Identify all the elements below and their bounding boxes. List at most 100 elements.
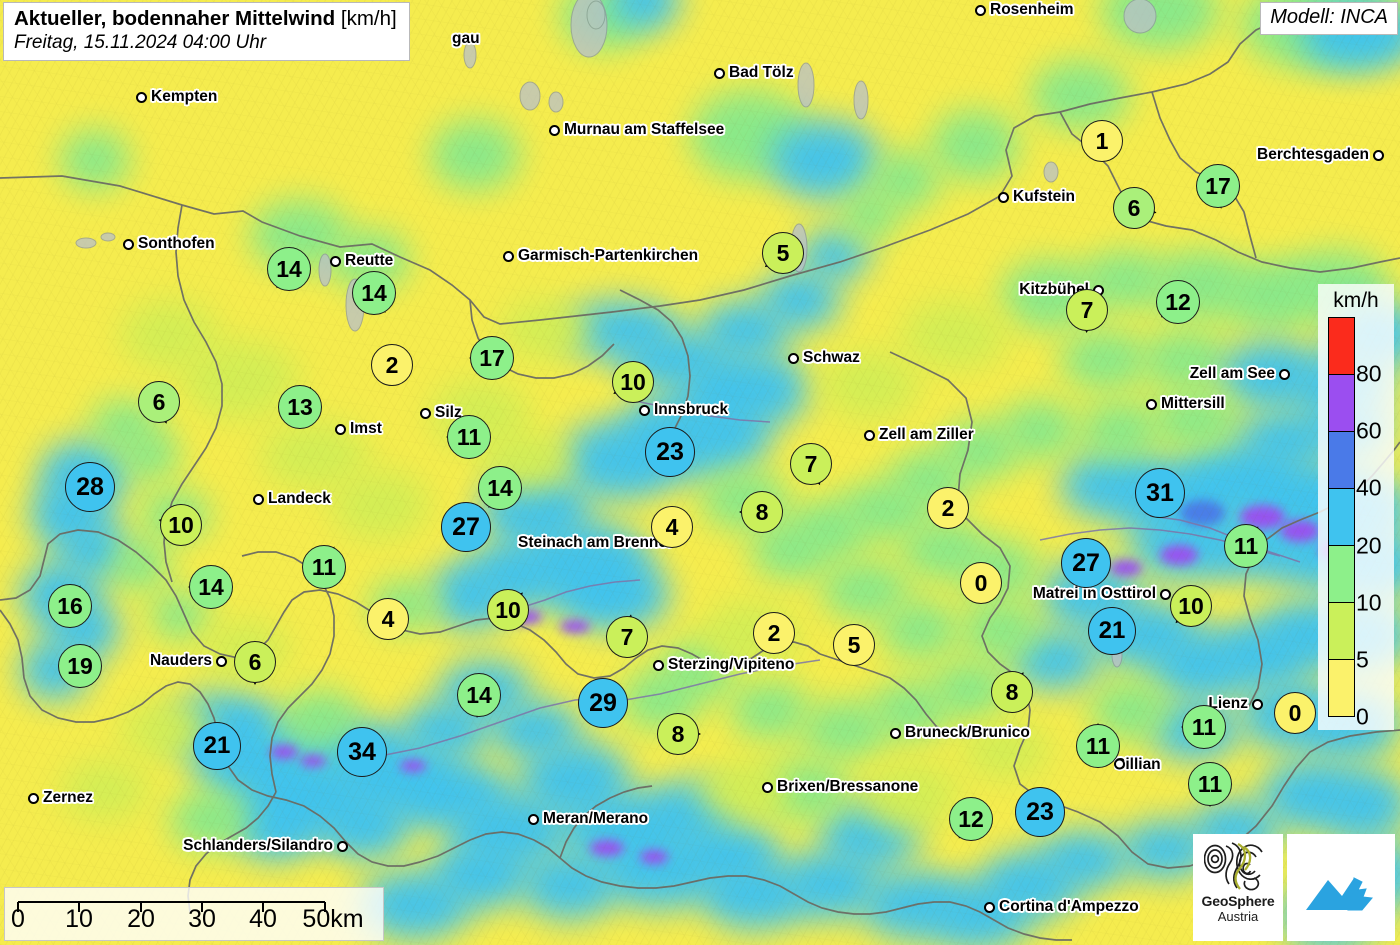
city-name: Sterzing/Vipiteno [668, 656, 795, 673]
city-label: Landeck [253, 490, 331, 508]
city-label: Sterzing/Vipiteno [653, 656, 794, 674]
wind-speed-value: 4 [651, 506, 693, 548]
wind-speed-value: 10 [1170, 585, 1212, 627]
city-label: Zell am Ziller [864, 426, 974, 444]
wind-speed-value: 27 [1061, 538, 1111, 588]
wind-speed-value: 1 [1081, 120, 1123, 162]
wind-speed-value: 0 [960, 562, 1002, 604]
wind-speed-value: 0 [1274, 692, 1316, 734]
wind-speed-value: 2 [753, 612, 795, 654]
legend-tick: 60 [1356, 417, 1382, 444]
wind-speed-value: 6 [234, 641, 276, 683]
city-name: Kitzbühel [1019, 281, 1089, 298]
wind-speed-value: 23 [645, 427, 695, 477]
city-label: Nauders [150, 652, 227, 670]
city-marker-dot [253, 493, 264, 505]
city-name: Berchtesgaden [1257, 146, 1369, 163]
city-marker-dot [1146, 398, 1157, 410]
wind-speed-value: 21 [1088, 607, 1136, 655]
city-marker-dot [216, 655, 227, 667]
city-name: Murnau am Staffelsee [564, 121, 725, 138]
city-marker-dot [337, 840, 348, 852]
city-marker-dot [890, 727, 901, 739]
wind-speed-value: 13 [278, 385, 322, 429]
geosphere-wordmark-line1: GeoSphere [1201, 893, 1275, 909]
city-name: Kufstein [1013, 188, 1075, 205]
scale-tick-label: 40 [249, 905, 277, 933]
wind-speed-value: 6 [1113, 187, 1155, 229]
city-marker-dot [28, 792, 39, 804]
wind-speed-value: 14 [189, 565, 233, 609]
legend-band [1329, 432, 1354, 489]
wind-speed-value: 5 [762, 232, 804, 274]
city-label: Kempten [136, 88, 217, 106]
wind-speed-value: 8 [657, 713, 699, 755]
wind-speed-value: 11 [1076, 724, 1120, 768]
city-label: Rosenheim [975, 1, 1074, 19]
city-label: Meran/Merano [528, 810, 648, 828]
city-name: Steinach am Brenner [518, 534, 674, 551]
map-title: Aktueller, bodennaher Mittelwind [km/h] [14, 7, 397, 31]
city-label: Schlanders/Silandro [183, 837, 348, 855]
city-marker-dot [653, 659, 664, 671]
city-marker-dot [330, 255, 341, 267]
scale-tick-label: 10 [65, 905, 93, 933]
scale-tick-label: 20 [127, 905, 155, 933]
wind-speed-value: 7 [790, 443, 832, 485]
wind-speed-value: 17 [1196, 164, 1240, 208]
city-marker-dot [335, 423, 346, 435]
city-label: Zell am See [1190, 365, 1290, 383]
city-name: Zell am Ziller [879, 426, 974, 443]
wind-speed-value: 12 [949, 797, 993, 841]
scale-tick-label: 50km [302, 905, 364, 933]
city-marker-dot [528, 813, 539, 825]
map-subtitle-timestamp: Freitag, 15.11.2024 04:00 Uhr [14, 32, 267, 53]
wind-speed-value: 10 [487, 589, 529, 631]
city-name: Bad Tölz [729, 64, 794, 81]
legend-tick-labels: 80 60 40 20 10 5 0 [1356, 317, 1396, 730]
city-marker-dot [136, 91, 147, 103]
wind-speed-value: 7 [1066, 289, 1108, 331]
wind-speed-value: 12 [1156, 280, 1200, 324]
city-marker-dot [1252, 698, 1263, 710]
color-legend: km/h 80 60 40 20 10 5 0 [1318, 284, 1394, 730]
wind-speed-value: 10 [612, 361, 654, 403]
wind-speed-value: 11 [1188, 762, 1232, 806]
geosphere-contour-mark [1204, 842, 1263, 891]
legend-band [1329, 546, 1354, 603]
wind-speed-value: 31 [1135, 468, 1185, 518]
wind-speed-value: 4 [367, 598, 409, 640]
city-label: Innsbruck [639, 401, 728, 419]
city-marker-dot [1373, 149, 1384, 161]
city-marker-dot [1114, 758, 1125, 770]
city-marker-dot [984, 901, 995, 913]
wind-speed-value: 2 [927, 487, 969, 529]
wind-speed-value: 2 [371, 344, 413, 386]
wind-speed-value: 14 [352, 271, 396, 315]
city-label: Kufstein [998, 188, 1075, 206]
map-title-text: Aktueller, bodennaher Mittelwind [14, 7, 336, 30]
city-name: Garmisch-Partenkirchen [518, 247, 699, 264]
legend-band [1329, 318, 1354, 375]
city-label: Matrei in Osttirol [1033, 585, 1171, 603]
model-label: Modell: INCA [1260, 2, 1398, 35]
city-marker-dot [762, 781, 773, 793]
city-label: Schwaz [788, 349, 860, 367]
wind-speed-value: 11 [302, 545, 346, 589]
city-name: Mittersill [1161, 395, 1225, 412]
city-label: Garmisch-Partenkirchen [503, 247, 698, 265]
city-marker-dot [864, 429, 875, 441]
city-name: Schwaz [803, 349, 860, 366]
city-label: Cortina d'Ampezzo [984, 898, 1139, 916]
wind-speed-value: 8 [741, 491, 783, 533]
city-label: Berchtesgaden [1257, 146, 1384, 164]
legend-tick: 20 [1356, 532, 1382, 559]
city-marker-dot [975, 4, 986, 16]
city-label: Bad Tölz [714, 64, 794, 82]
wind-speed-value: 16 [48, 584, 92, 628]
city-marker-dot [1279, 368, 1290, 380]
map-title-unit: [km/h] [335, 7, 397, 30]
scale-tick-label: 0 [11, 905, 25, 933]
